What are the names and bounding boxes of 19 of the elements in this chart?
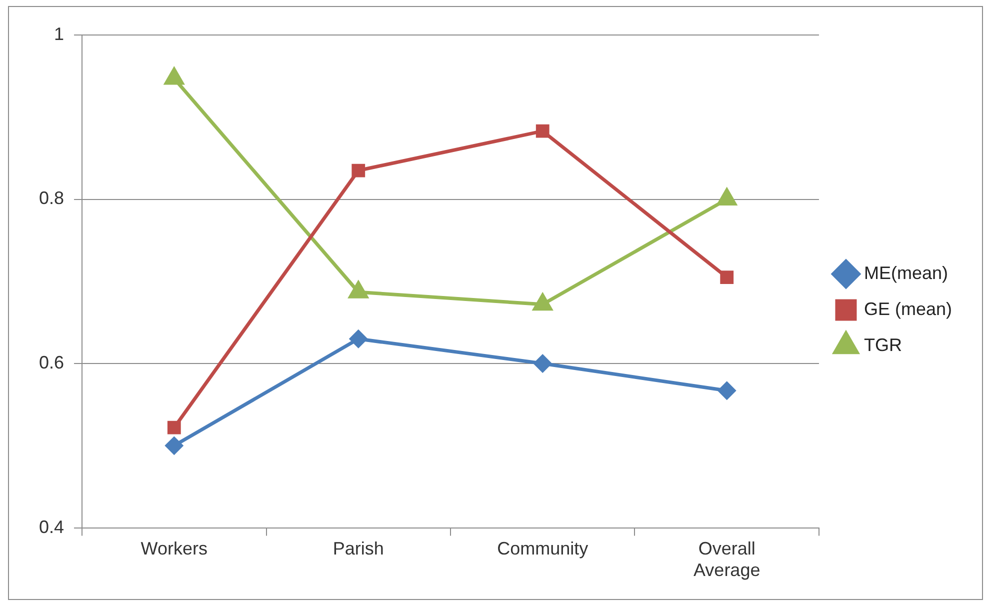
point <box>534 354 552 372</box>
point <box>352 164 366 178</box>
point <box>536 124 550 138</box>
x-tick-label: Overall Average <box>694 538 760 580</box>
legend-label: TGR <box>864 334 902 355</box>
point <box>165 436 183 454</box>
y-tick-label: 0.6 <box>38 352 64 372</box>
y-tick-label: 1 <box>54 24 64 44</box>
legend-label: GE (mean) <box>864 298 952 319</box>
point <box>350 330 368 348</box>
y-tick-label: 0.4 <box>38 516 64 537</box>
point <box>167 420 181 434</box>
x-tick-label: Parish <box>332 538 384 559</box>
y-tick-label: 0.8 <box>38 188 64 208</box>
legend-label: ME(mean) <box>864 262 948 283</box>
x-tick-label: Workers <box>140 538 208 559</box>
x-tick-label: Community <box>497 538 588 559</box>
point <box>720 270 734 284</box>
point <box>718 382 736 400</box>
